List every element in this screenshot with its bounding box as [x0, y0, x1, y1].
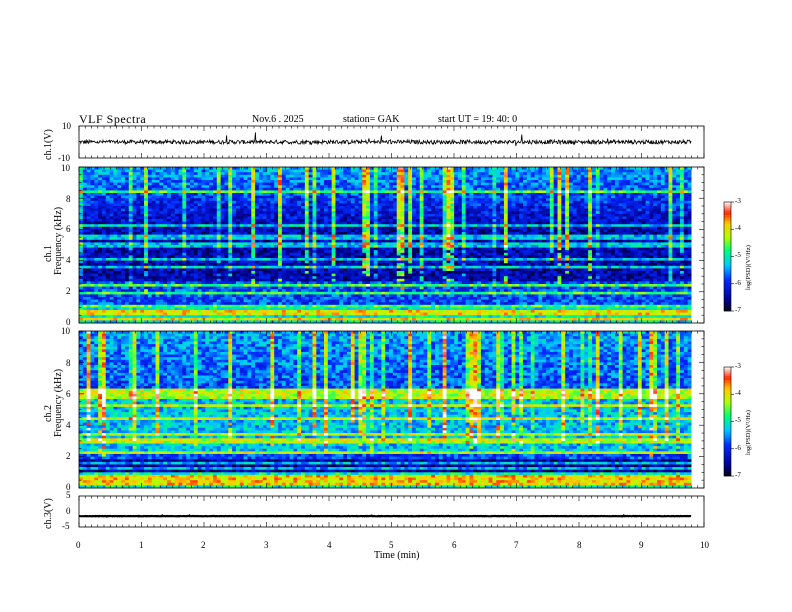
- xtick-9: 9: [639, 541, 644, 550]
- cb2-tick-m5: -5: [735, 417, 741, 424]
- panel-frames: [78, 125, 705, 528]
- cb2-tick-m4: -4: [735, 390, 741, 397]
- cb1-tick-m4: -4: [735, 225, 741, 232]
- ch3-waveform-panel: [79, 514, 692, 518]
- ch2-freq-tick-10: 10: [61, 327, 70, 336]
- ch1-freq-tick-2: 2: [66, 287, 71, 296]
- ch1-freq-tick-0: 0: [66, 318, 71, 327]
- cb1-tick-m5: -5: [735, 252, 741, 259]
- cb2-tick-m6: -6: [735, 445, 741, 452]
- xtick-2: 2: [201, 541, 206, 550]
- xtick-7: 7: [514, 541, 519, 550]
- ch1-spectrogram-cells-blank: [691, 167, 704, 323]
- cb1-tick-m7: -7: [735, 307, 741, 314]
- ch2-freq-tick-4: 4: [66, 421, 71, 430]
- ch3-waveform-line: [79, 514, 692, 518]
- cb2-tick-m3: -3: [735, 363, 741, 370]
- ch1-ytick-top: 10: [62, 122, 71, 131]
- ch3-ytick-top: 5: [66, 491, 71, 500]
- date-label: Nov.6 . 2025: [252, 115, 304, 125]
- xtick-5: 5: [389, 541, 394, 550]
- start-ut-label: start UT = 19: 40: 0: [438, 115, 517, 125]
- ch2-freq-tick-6: 6: [66, 390, 71, 399]
- xtick-8: 8: [577, 541, 582, 550]
- ch3-ytick-bottom: -5: [62, 522, 70, 531]
- ch1-waveform-line: [78, 132, 692, 147]
- xtick-4: 4: [327, 541, 332, 550]
- xtick-0: 0: [76, 541, 81, 550]
- cb2-tick-m7: -7: [735, 472, 741, 479]
- station-label: station= GAK: [343, 115, 399, 125]
- ch1-spectrogram-cells: [79, 167, 692, 324]
- ch2-freq-tick-0: 0: [66, 483, 71, 492]
- ch2-freq-tick-2: 2: [66, 452, 71, 461]
- figure-title: VLF Spectra: [79, 113, 146, 125]
- cb1-tick-m3: -3: [735, 198, 741, 205]
- xtick-3: 3: [264, 541, 269, 550]
- ch2-spectrogram-panel: [79, 331, 704, 489]
- ch1-freq-tick-8: 8: [66, 195, 71, 204]
- ch3-ytick-mid: 0: [66, 507, 71, 516]
- ch1-freq-tick-4: 4: [66, 256, 71, 265]
- ch2-freq-tick-8: 8: [66, 359, 71, 368]
- ch1-ytick-bottom: -10: [58, 154, 70, 163]
- ch1-spectrogram-panel: [79, 167, 704, 324]
- ch2-spectrogram-cells: [79, 331, 692, 489]
- xtick-6: 6: [452, 541, 457, 550]
- ch1-freq-tick-10: 10: [61, 164, 70, 173]
- xaxis-label: Time (min): [374, 551, 419, 561]
- colorbars: [723, 201, 734, 477]
- ch1-waveform-panel: [78, 132, 692, 147]
- ch1-freq-tick-6: 6: [66, 225, 71, 234]
- ch2-spectrogram-cells-blank: [691, 331, 704, 488]
- xtick-1: 1: [139, 541, 144, 550]
- xtick-10: 10: [700, 541, 709, 550]
- cb1-tick-m6: -6: [735, 280, 741, 287]
